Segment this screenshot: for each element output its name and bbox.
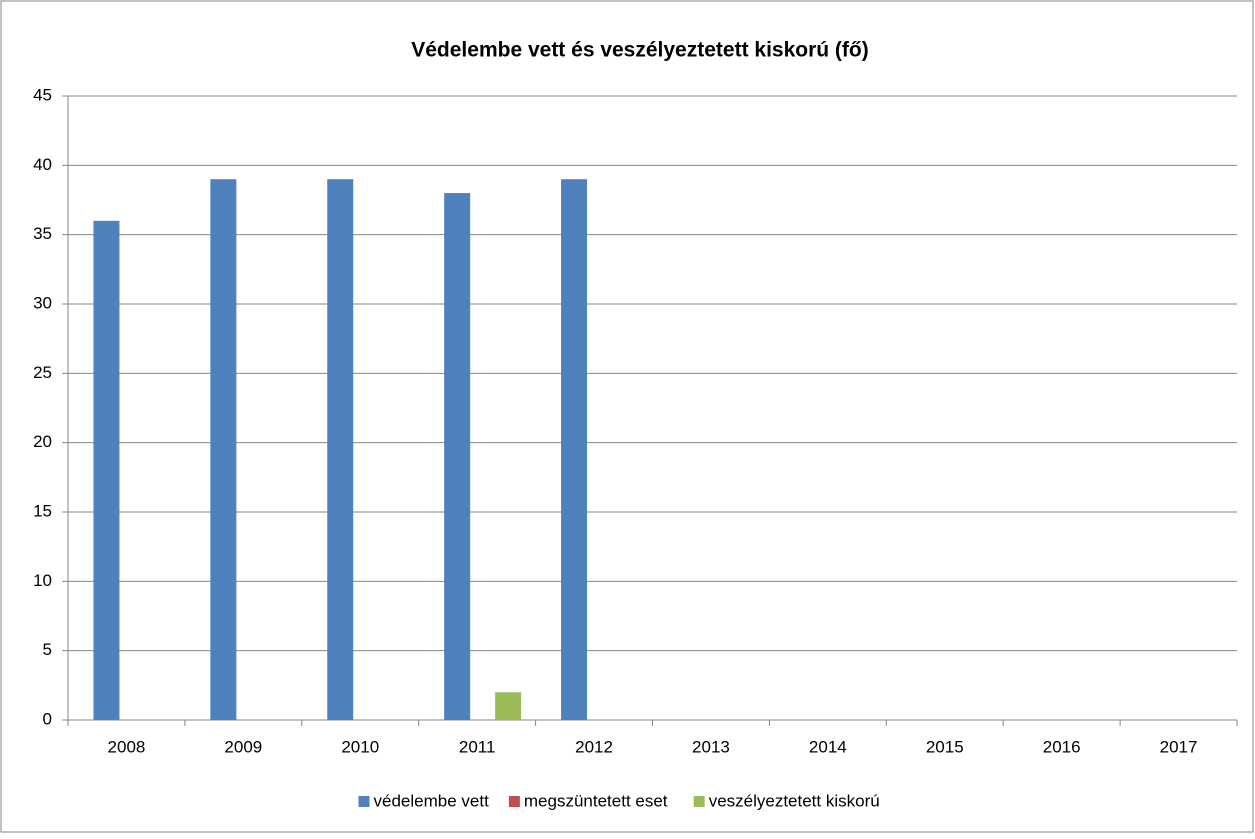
legend-swatch [693,796,705,807]
x-tick-label: 2016 [1043,737,1081,756]
bar [93,220,120,721]
y-tick-label: 30 [33,293,52,312]
y-tick-label: 0 [43,709,52,728]
bar [444,193,471,721]
legend-label: védelembe vett [374,791,490,810]
x-tick-label: 2017 [1160,737,1198,756]
x-tick-label: 2014 [809,737,847,756]
x-tick-label: 2008 [108,737,146,756]
legend-label: megszüntetett eset [524,791,668,810]
y-tick-label: 35 [33,224,52,243]
bar [495,692,522,720]
y-tick-label: 25 [33,363,52,382]
y-tick-label: 40 [33,155,52,174]
y-tick-label: 10 [33,571,52,590]
bar [210,179,237,720]
y-tick-label: 20 [33,432,52,451]
x-tick-label: 2012 [575,737,613,756]
x-tick-label: 2013 [692,737,730,756]
x-tick-label: 2015 [926,737,964,756]
bar [561,179,588,720]
legend-swatch [508,796,520,807]
chart-title: Védelembe vett és veszélyeztetett kiskor… [411,39,869,62]
x-tick-label: 2010 [341,737,379,756]
bar [327,179,354,720]
legend-label: veszélyeztetett kiskorú [709,791,880,810]
x-tick-label: 2011 [459,737,496,756]
y-tick-label: 45 [33,85,52,104]
y-tick-label: 5 [43,640,52,659]
legend-swatch [358,796,370,807]
x-tick-label: 2009 [224,737,262,756]
y-tick-label: 15 [33,501,52,520]
